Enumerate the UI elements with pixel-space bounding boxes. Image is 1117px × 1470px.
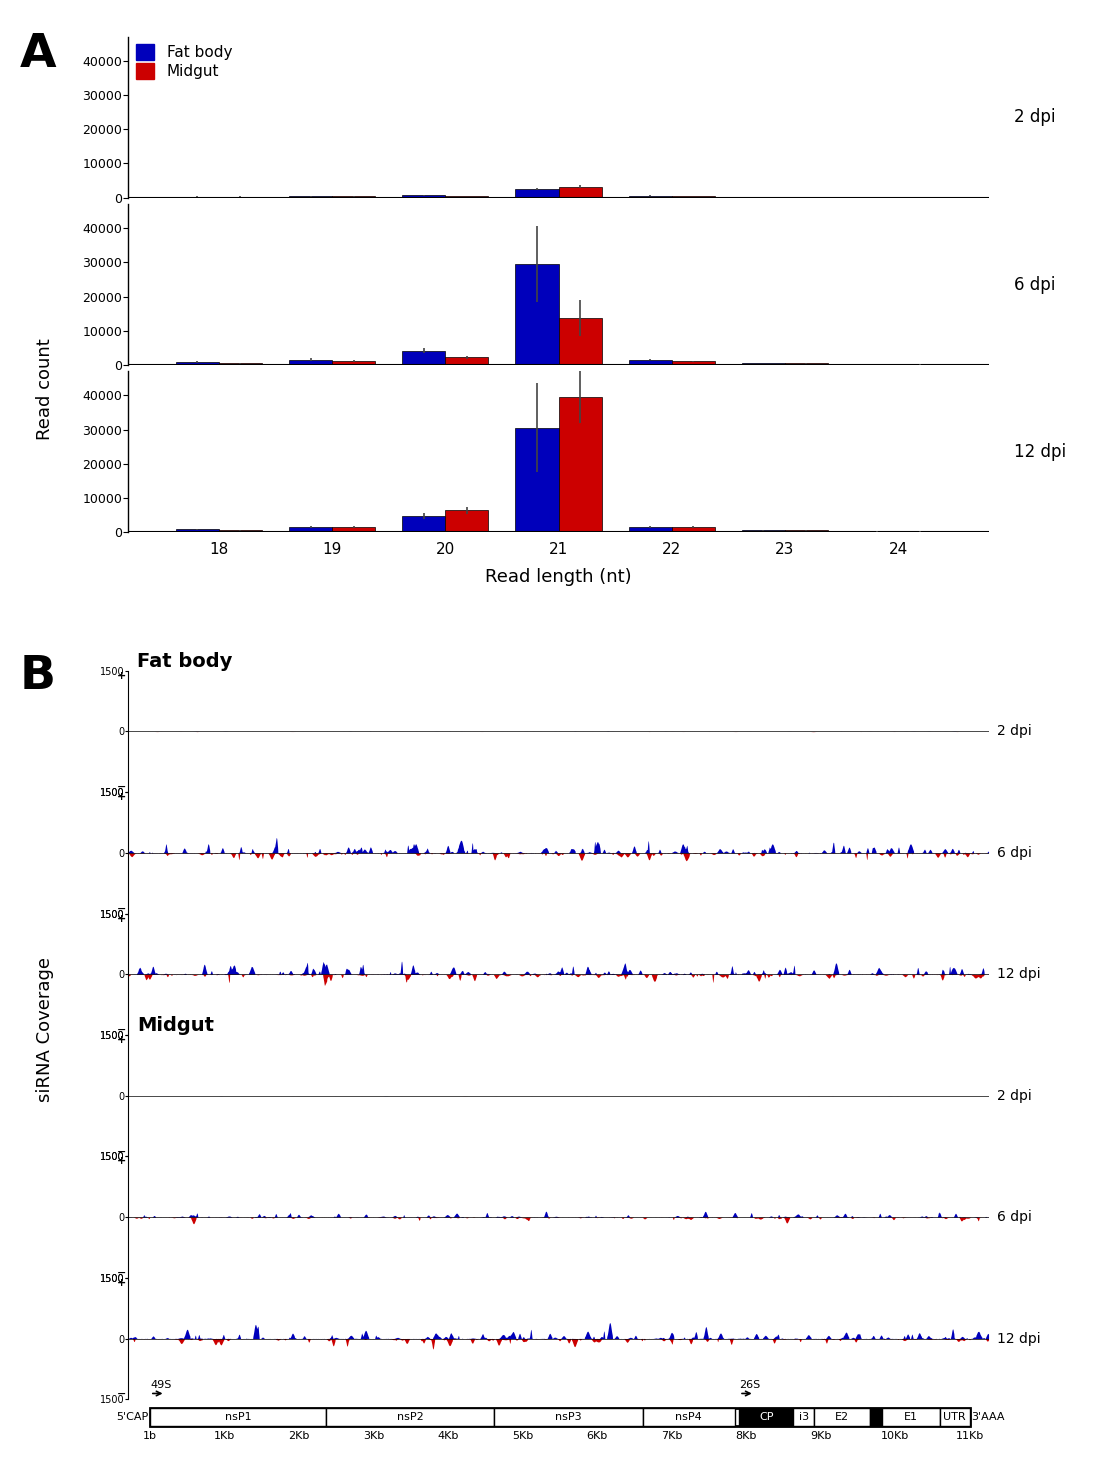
Bar <box>671 362 715 365</box>
Bar <box>642 1408 735 1426</box>
Text: 26S: 26S <box>739 1380 761 1391</box>
Bar <box>515 190 558 197</box>
Bar <box>332 362 375 365</box>
Bar <box>446 510 488 532</box>
Bar <box>742 531 785 532</box>
Text: 5'CAP: 5'CAP <box>116 1413 149 1421</box>
Text: 2 dpi: 2 dpi <box>1014 109 1056 126</box>
Text: nsP2: nsP2 <box>397 1413 423 1421</box>
Text: siRNA Coverage: siRNA Coverage <box>36 957 54 1101</box>
X-axis label: Read length (nt): Read length (nt) <box>485 569 632 587</box>
Text: 3Kb: 3Kb <box>363 1430 384 1441</box>
Bar <box>558 187 601 197</box>
Text: +: + <box>116 1035 126 1045</box>
Text: 5Kb: 5Kb <box>512 1430 533 1441</box>
Bar <box>739 1408 793 1426</box>
Bar <box>176 529 219 532</box>
Bar <box>332 526 375 532</box>
Text: UTR: UTR <box>943 1413 966 1421</box>
Bar <box>785 363 828 365</box>
Bar <box>882 1408 939 1426</box>
Bar <box>558 397 601 532</box>
Text: +: + <box>116 1157 126 1166</box>
Bar <box>629 196 671 197</box>
Bar <box>515 428 558 532</box>
Text: −: − <box>116 782 126 792</box>
Bar <box>289 360 332 365</box>
Bar <box>671 196 715 197</box>
Bar <box>326 1408 494 1426</box>
Bar <box>402 196 446 197</box>
Text: B: B <box>20 654 56 700</box>
Text: 2 dpi: 2 dpi <box>997 1089 1032 1102</box>
Bar <box>150 1408 326 1426</box>
Text: 1b: 1b <box>143 1430 157 1441</box>
Text: 11Kb: 11Kb <box>955 1430 984 1441</box>
Bar <box>289 526 332 532</box>
Bar <box>793 1408 814 1426</box>
Text: 2 dpi: 2 dpi <box>997 725 1032 738</box>
Text: nsP4: nsP4 <box>676 1413 703 1421</box>
Text: nsP1: nsP1 <box>225 1413 251 1421</box>
Text: +: + <box>116 913 126 923</box>
Bar <box>870 1408 882 1426</box>
Text: −: − <box>116 904 126 913</box>
Text: +: + <box>116 670 126 681</box>
Text: CP: CP <box>758 1413 773 1421</box>
Bar <box>219 363 262 365</box>
Text: E1: E1 <box>904 1413 918 1421</box>
Text: 7Kb: 7Kb <box>661 1430 682 1441</box>
Text: Fat body: Fat body <box>137 651 232 670</box>
Text: −: − <box>116 1267 126 1277</box>
Text: 1Kb: 1Kb <box>213 1430 235 1441</box>
Text: Read count: Read count <box>36 338 54 441</box>
Text: 10Kb: 10Kb <box>881 1430 909 1441</box>
Text: E2: E2 <box>834 1413 849 1421</box>
Text: i3: i3 <box>799 1413 809 1421</box>
Text: 12 dpi: 12 dpi <box>997 1332 1041 1345</box>
Text: +: + <box>116 1277 126 1288</box>
Text: 8Kb: 8Kb <box>735 1430 756 1441</box>
Text: 12 dpi: 12 dpi <box>1014 442 1067 462</box>
Text: 12 dpi: 12 dpi <box>997 967 1041 982</box>
Text: −: − <box>116 1025 126 1035</box>
Bar <box>494 1408 642 1426</box>
Bar <box>515 265 558 365</box>
Bar <box>150 1408 970 1426</box>
Bar <box>219 531 262 532</box>
Bar <box>814 1408 870 1426</box>
Text: 2Kb: 2Kb <box>288 1430 309 1441</box>
Bar <box>176 362 219 365</box>
Bar <box>742 363 785 365</box>
Bar <box>402 351 446 365</box>
Text: nsP3: nsP3 <box>555 1413 582 1421</box>
Bar <box>939 1408 970 1426</box>
Bar <box>558 318 601 365</box>
Text: 6Kb: 6Kb <box>586 1430 608 1441</box>
Text: +: + <box>116 792 126 803</box>
Bar <box>446 196 488 197</box>
Bar <box>629 360 671 365</box>
Text: A: A <box>20 32 57 78</box>
Text: Midgut: Midgut <box>137 1016 214 1035</box>
Text: 49S: 49S <box>150 1380 171 1391</box>
Bar <box>446 357 488 365</box>
Bar <box>629 526 671 532</box>
Text: −: − <box>116 1389 126 1399</box>
Text: 4Kb: 4Kb <box>438 1430 459 1441</box>
Text: 6 dpi: 6 dpi <box>997 1210 1032 1225</box>
Bar <box>671 526 715 532</box>
Legend: Fat body, Midgut: Fat body, Midgut <box>136 44 232 79</box>
Text: 6 dpi: 6 dpi <box>997 845 1032 860</box>
Text: −: − <box>116 1147 126 1157</box>
Text: 6 dpi: 6 dpi <box>1014 275 1056 294</box>
Bar <box>402 516 446 532</box>
Bar <box>785 531 828 532</box>
Text: 9Kb: 9Kb <box>810 1430 831 1441</box>
Text: 3'AAA: 3'AAA <box>972 1413 1005 1421</box>
